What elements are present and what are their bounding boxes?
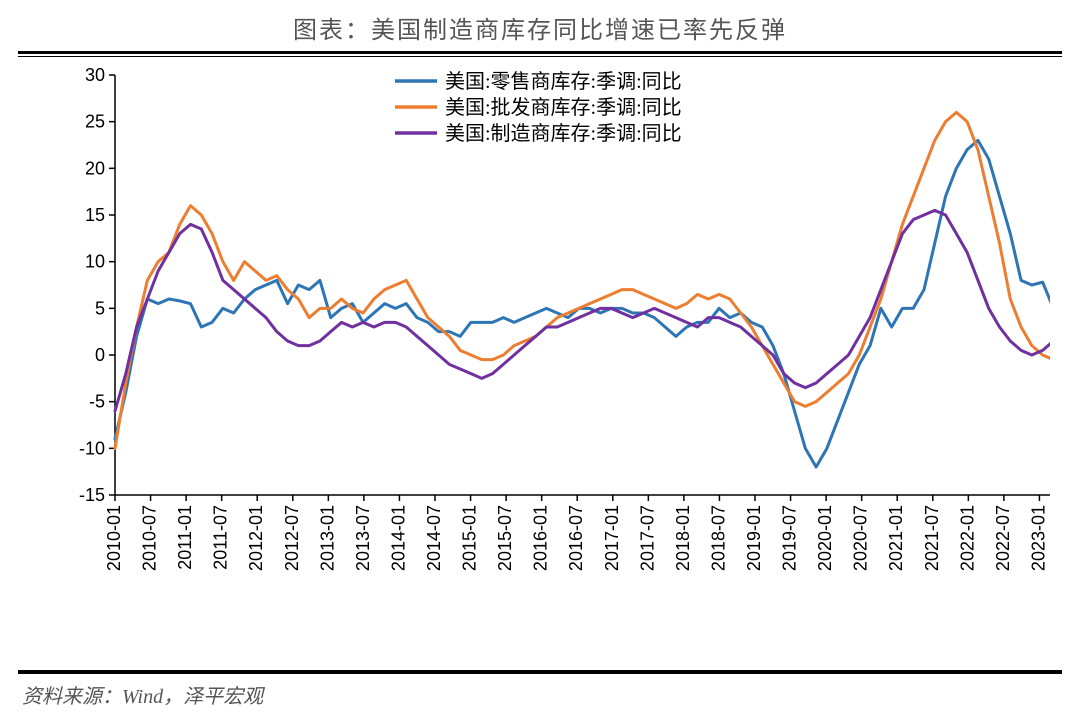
- chart-title: 图表：美国制造商库存同比增速已率先反弹: [0, 0, 1080, 51]
- svg-text:2015-01: 2015-01: [460, 505, 480, 571]
- svg-text:美国:制造商库存:季调:同比: 美国:制造商库存:季调:同比: [445, 122, 682, 145]
- svg-text:30: 30: [85, 65, 105, 85]
- svg-text:2017-01: 2017-01: [602, 505, 622, 571]
- svg-text:2013-07: 2013-07: [353, 505, 373, 571]
- svg-text:2022-01: 2022-01: [957, 505, 977, 571]
- svg-text:-10: -10: [79, 438, 105, 458]
- svg-text:-15: -15: [79, 485, 105, 505]
- svg-text:25: 25: [85, 112, 105, 132]
- svg-text:2023-01: 2023-01: [1028, 505, 1048, 571]
- svg-text:2021-01: 2021-01: [886, 505, 906, 571]
- svg-text:2016-07: 2016-07: [566, 505, 586, 571]
- top-rule-thick: [18, 51, 1062, 54]
- svg-text:2011-07: 2011-07: [211, 505, 231, 570]
- svg-text:美国:批发商库存:季调:同比: 美国:批发商库存:季调:同比: [445, 96, 682, 119]
- line-chart: -15 -10 -5 0 5 10 15 20 25 30 2010-01 2010-07 2011-0…: [70, 65, 1050, 595]
- svg-text:0: 0: [95, 345, 105, 365]
- svg-text:2018-07: 2018-07: [708, 505, 728, 571]
- svg-text:2010-01: 2010-01: [104, 505, 124, 571]
- svg-text:2012-01: 2012-01: [246, 505, 266, 571]
- svg-text:5: 5: [95, 298, 105, 318]
- svg-text:2010-07: 2010-07: [140, 505, 160, 571]
- svg-text:2021-07: 2021-07: [922, 505, 942, 571]
- svg-text:2015-07: 2015-07: [495, 505, 515, 571]
- svg-text:20: 20: [85, 158, 105, 178]
- svg-text:2017-07: 2017-07: [637, 505, 657, 571]
- svg-text:-5: -5: [89, 392, 105, 412]
- svg-text:2013-01: 2013-01: [317, 505, 337, 571]
- svg-text:2022-07: 2022-07: [993, 505, 1013, 571]
- bottom-rules: [0, 668, 1080, 674]
- svg-text:2020-07: 2020-07: [851, 505, 871, 571]
- top-rule-thin: [18, 56, 1062, 57]
- svg-text:2016-01: 2016-01: [531, 505, 551, 571]
- svg-text:10: 10: [85, 252, 105, 272]
- source-text: 资料来源：Wind，泽平宏观: [22, 680, 263, 709]
- svg-text:2018-01: 2018-01: [673, 505, 693, 571]
- svg-text:2020-01: 2020-01: [815, 505, 835, 571]
- svg-text:2019-07: 2019-07: [780, 505, 800, 571]
- svg-text:2012-07: 2012-07: [282, 505, 302, 571]
- svg-text:2011-01: 2011-01: [175, 505, 195, 570]
- chart-container: 图表：美国制造商库存同比增速已率先反弹 -15 -10 -5 0 5 10 15 20 25 30…: [0, 0, 1080, 720]
- svg-text:2014-01: 2014-01: [388, 505, 408, 571]
- svg-text:美国:零售商库存:季调:同比: 美国:零售商库存:季调:同比: [445, 70, 682, 93]
- bottom-rule-thick: [18, 671, 1062, 674]
- svg-text:2019-01: 2019-01: [744, 505, 764, 571]
- svg-text:2014-07: 2014-07: [424, 505, 444, 571]
- svg-text:15: 15: [85, 205, 105, 225]
